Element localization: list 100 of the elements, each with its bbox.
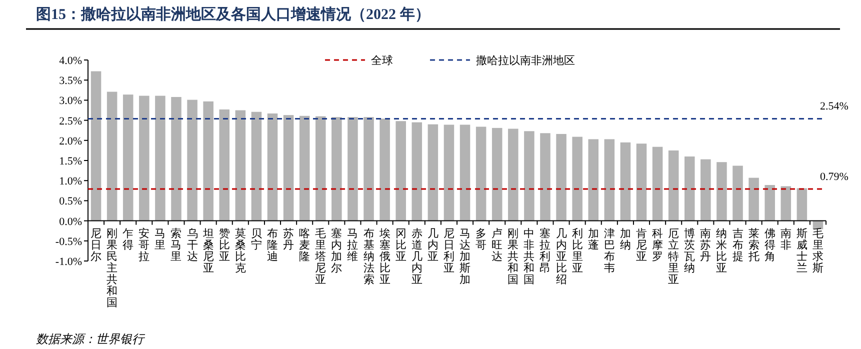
bar xyxy=(428,124,438,221)
bar xyxy=(106,92,118,221)
y-tick-label: -1.0% xyxy=(55,256,82,268)
bar xyxy=(444,124,454,221)
y-tick-label: 2.5% xyxy=(59,115,82,128)
bar xyxy=(764,185,775,221)
bar xyxy=(748,178,759,221)
y-tick-label: 1.0% xyxy=(59,176,82,188)
x-tick-label: 科摩罗 xyxy=(652,228,664,263)
bar xyxy=(171,96,182,221)
x-tick-label: 塞内加尔 xyxy=(331,226,342,274)
x-tick-label: 津巴布韦 xyxy=(604,226,615,274)
x-tick-label: 布隆迪 xyxy=(267,228,278,263)
x-tick-label: 博茨瓦纳 xyxy=(684,226,696,274)
x-tick-label: 刚果共和国 xyxy=(508,228,519,286)
bar xyxy=(476,126,486,221)
x-tick-label: 加纳 xyxy=(620,226,631,252)
x-tick-label: 多哥 xyxy=(476,228,487,252)
x-tick-label: 中非共和国 xyxy=(524,226,535,286)
bar xyxy=(492,128,502,221)
x-tick-label: 乍得 xyxy=(122,228,134,252)
bar xyxy=(122,94,134,221)
bar xyxy=(732,166,743,221)
annotation: 2.54% xyxy=(820,100,848,113)
legend-label: 撒哈拉以南非洲地区 xyxy=(476,54,575,67)
x-tick-label: 刚果民主共和国 xyxy=(106,228,118,309)
bar xyxy=(508,128,518,221)
bar xyxy=(139,96,150,221)
x-tick-label: 毛里塔尼亚 xyxy=(314,226,326,286)
x-tick-label: 索马里 xyxy=(170,226,182,263)
y-tick-label: 3.5% xyxy=(59,75,82,88)
x-tick-label: 莫桑比克 xyxy=(234,226,246,274)
legend-label: 全球 xyxy=(371,54,393,67)
bar xyxy=(652,146,663,221)
x-tick-label: 卢旺达 xyxy=(492,226,503,263)
x-tick-label: 乌干达 xyxy=(186,228,198,263)
bar xyxy=(636,144,647,221)
bar xyxy=(588,139,599,221)
y-tick-label: -0.5% xyxy=(55,236,82,248)
bar xyxy=(332,117,342,221)
bar xyxy=(315,116,326,221)
bar xyxy=(796,188,808,221)
x-tick-label: 纳米比亚 xyxy=(716,228,728,274)
annotation: 0.79% xyxy=(820,171,848,184)
bar xyxy=(700,159,711,221)
x-tick-label: 厄立特里亚 xyxy=(668,228,680,286)
x-tick-label: 吉布提 xyxy=(732,226,744,263)
bar xyxy=(396,121,406,221)
x-tick-label: 肯尼亚 xyxy=(636,226,647,263)
x-tick-label: 冈比亚 xyxy=(395,228,406,263)
bar xyxy=(187,100,198,221)
x-tick-label: 毛里求斯 xyxy=(812,226,824,274)
bar xyxy=(524,131,534,221)
x-tick-label: 安哥拉 xyxy=(138,226,150,263)
bar xyxy=(364,117,374,221)
x-tick-label: 马达加斯加 xyxy=(460,228,471,286)
bar xyxy=(556,134,566,221)
x-tick-label: 尼日利亚 xyxy=(443,228,454,274)
x-tick-label: 南非 xyxy=(780,226,792,252)
x-tick-label: 南苏丹 xyxy=(700,226,712,263)
y-tick-label: 4.0% xyxy=(59,55,82,67)
bar xyxy=(380,118,390,221)
x-tick-label: 布基纳法索 xyxy=(363,228,374,286)
bar xyxy=(348,117,358,221)
chart-title: 图15：撒哈拉以南非洲地区及各国人口增速情况（2022 年） xyxy=(36,6,430,23)
x-tick-label: 赞比亚 xyxy=(218,228,230,263)
bar xyxy=(251,112,262,221)
x-tick-label: 埃塞俄比亚 xyxy=(378,226,390,286)
bar xyxy=(412,122,422,221)
y-tick-label: 0.5% xyxy=(59,196,82,208)
x-tick-label: 贝宁 xyxy=(250,228,262,252)
bar xyxy=(780,186,792,221)
bar xyxy=(219,109,230,221)
bar xyxy=(604,139,615,221)
y-tick-label: 2.0% xyxy=(59,135,82,148)
x-tick-label: 尼日尔 xyxy=(90,228,102,263)
bar xyxy=(299,116,310,221)
x-tick-label: 喀麦隆 xyxy=(299,226,310,263)
x-tick-label: 苏丹 xyxy=(283,226,294,252)
bar xyxy=(572,136,582,221)
bar xyxy=(283,115,294,221)
y-tick-label: 0.0% xyxy=(59,216,82,228)
bar xyxy=(90,71,102,221)
x-tick-label: 佛得角 xyxy=(764,228,776,263)
bar xyxy=(267,113,278,221)
bar xyxy=(668,150,679,221)
bar xyxy=(235,110,246,221)
x-tick-label: 莱索托 xyxy=(747,226,760,263)
bar xyxy=(540,133,550,221)
x-tick-label: 几内亚比绍 xyxy=(556,228,567,286)
x-tick-label: 斯威士兰 xyxy=(796,226,808,274)
bar xyxy=(684,156,695,221)
x-tick-label: 塞拉利昂 xyxy=(540,226,551,274)
y-tick-label: 3.0% xyxy=(59,95,82,108)
x-tick-label: 赤道几内亚 xyxy=(411,226,422,286)
bar xyxy=(620,142,631,221)
x-tick-label: 利比里亚 xyxy=(572,226,583,274)
bar xyxy=(460,124,470,221)
source-note: 数据来源：世界银行 xyxy=(36,332,146,346)
x-tick-label: 加蓬 xyxy=(588,226,599,252)
